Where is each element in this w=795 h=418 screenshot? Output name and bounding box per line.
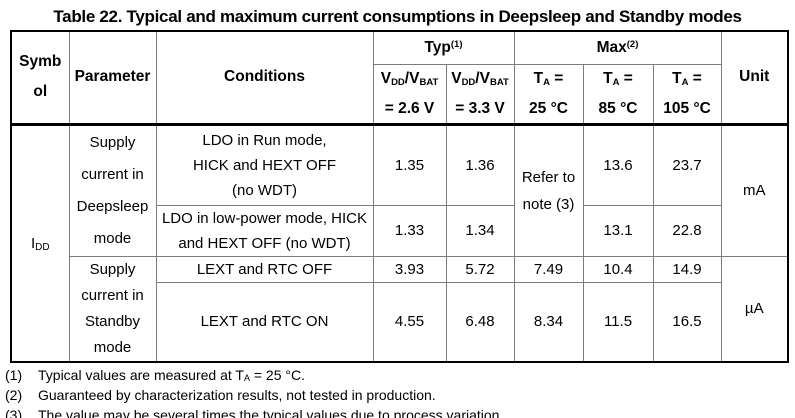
max-85c-deepsleep1-cell: 13.6: [582, 123, 654, 206]
header-ta-25c: TA = 25 °C: [513, 63, 584, 126]
ta-subscript: A: [681, 76, 689, 88]
typ-note-superscript: (1): [450, 38, 463, 50]
max-label: Max: [596, 38, 627, 56]
footnote-text: Guaranteed by characterization results, …: [38, 387, 436, 403]
temperature-value-label: 105 °C: [663, 99, 711, 117]
footnote: (3) The value may be several times the t…: [5, 405, 503, 418]
equals-sign: =: [688, 69, 702, 87]
conditions-lext-rtc-off-cell: LEXT and RTC OFF: [155, 255, 374, 283]
v-symbol: /V: [475, 69, 490, 87]
typ-3v3-deepsleep1-cell: 1.36: [445, 123, 515, 206]
body-row-standby-2: LEXT and RTC ON 4.55 6.48 8.34 11.5 16.5: [11, 281, 788, 363]
ta-subscript: A: [612, 76, 620, 88]
vbat-subscript: BAT: [419, 76, 439, 88]
table-title: Table 22. Typical and maximum current co…: [53, 7, 742, 26]
max-25c-standby1-cell: 7.49: [513, 255, 584, 283]
vdd-subscript: DD: [461, 76, 476, 88]
temperature-value-label: 85 °C: [598, 99, 638, 117]
equals-sign: =: [619, 69, 633, 87]
unit-ma-cell: mA: [720, 123, 789, 257]
t-symbol: T: [603, 69, 613, 87]
consumption-table: Symb ol Parameter Conditions Typ(1) Max(…: [10, 30, 789, 363]
conditions-lext-rtc-on-cell: LEXT and RTC ON: [155, 281, 374, 363]
footnote-number: (1): [5, 367, 23, 383]
header-ta-105c: TA = 105 °C: [652, 63, 722, 126]
symbol-idd-cell: IDD: [10, 123, 70, 362]
header-typ: Typ(1): [372, 30, 515, 65]
vbat-subscript: BAT: [489, 76, 509, 88]
typ-3v3-deepsleep2-cell: 1.34: [445, 204, 515, 257]
typ-label: Typ: [424, 38, 451, 56]
parameter-standby-cell: Supply current in Standby mode: [68, 255, 157, 362]
max-note-superscript: (2): [626, 38, 639, 50]
header-conditions: Conditions: [155, 30, 374, 126]
vdd-vbat-label: VDD/VBAT: [374, 65, 445, 95]
typ-3v3-standby2-cell: 6.48: [445, 281, 515, 363]
max-105c-deepsleep2-cell: 22.8: [652, 204, 722, 257]
t-symbol: T: [533, 69, 544, 87]
header-vdd-2v6: VDD/VBAT = 2.6 V: [372, 63, 447, 126]
footnotes: (1) Typical values are measured at TA = …: [5, 365, 503, 418]
parameter-deepsleep-cell: Supply current in Deepsleep mode: [68, 123, 157, 257]
ta-subscript: A: [243, 373, 250, 383]
header-parameter: Parameter: [68, 30, 157, 126]
max-25c-standby2-cell: 8.34: [513, 281, 584, 363]
footnote-number: (2): [5, 387, 23, 403]
idd-base: I: [30, 234, 36, 252]
v-symbol: V: [380, 69, 392, 87]
equals-sign: =: [549, 69, 564, 87]
typ-3v3-standby1-cell: 5.72: [445, 255, 515, 283]
body-row-deepsleep-1: IDD Supply current in Deepsleep mode LDO…: [10, 123, 789, 362]
max-85c-deepsleep2-cell: 13.1: [582, 204, 654, 257]
header-row-1: Symb ol Parameter Conditions Typ(1) Max(…: [10, 30, 789, 126]
voltage-value-label: = 2.6 V: [384, 99, 435, 117]
body-row-standby-1: Supply current in Standby mode LEXT and …: [11, 255, 789, 362]
v-symbol: V: [451, 69, 462, 87]
footnote: (1) Typical values are measured at TA = …: [5, 365, 503, 385]
vdd-vbat-label: VDD/VBAT: [447, 65, 513, 95]
max-105c-standby1-cell: 14.9: [652, 255, 722, 283]
header-max: Max(2): [513, 30, 722, 65]
ta-label: TA =: [515, 65, 582, 95]
typ-2v6-deepsleep1-cell: 1.35: [372, 123, 447, 206]
header-vdd-3v3: VDD/VBAT = 3.3 V: [445, 63, 515, 126]
footnote-text: Typical values are measured at TA = 25 °…: [38, 365, 305, 385]
temperature-value-label: 25 °C: [529, 99, 568, 117]
footnote-number: (3): [5, 407, 23, 418]
footnote-text-post: = 25 °C.: [249, 367, 305, 383]
typ-2v6-standby2-cell: 4.55: [372, 281, 447, 363]
conditions-ldo-run-cell: LDO in Run mode, HICK and HEXT OFF (no W…: [155, 123, 374, 206]
footnote-text-pre: Typical values are measured at T: [38, 367, 244, 383]
typ-2v6-standby1-cell: 3.93: [372, 255, 447, 283]
footnote: (2) Guaranteed by characterization resul…: [5, 385, 503, 405]
voltage-value-label: = 3.3 V: [455, 99, 505, 117]
unit-ua-cell: µA: [720, 255, 789, 362]
header-unit: Unit: [720, 30, 789, 126]
v-symbol: /V: [404, 69, 420, 87]
header-symbol: Symb ol: [10, 30, 70, 126]
t-symbol: T: [672, 69, 682, 87]
ta-subscript: A: [543, 76, 550, 88]
max-85c-standby1-cell: 10.4: [582, 255, 654, 283]
ta-label: TA =: [654, 65, 720, 95]
header-row-2: VDD/VBAT = 2.6 V VDD/VBAT = 3.3 V TA = 2…: [11, 63, 788, 126]
idd-subscript: DD: [35, 241, 50, 253]
conditions-ldo-lowpower-cell: LDO in low-power mode, HICK and HEXT OFF…: [155, 204, 374, 257]
max-85c-standby2-cell: 11.5: [582, 281, 654, 363]
typ-2v6-deepsleep2-cell: 1.33: [372, 204, 447, 257]
header-ta-85c: TA = 85 °C: [582, 63, 654, 126]
max-105c-standby2-cell: 16.5: [652, 281, 722, 363]
max-105c-deepsleep1-cell: 23.7: [652, 123, 722, 206]
vdd-subscript: DD: [391, 76, 405, 88]
ta-label: TA =: [584, 65, 652, 95]
max-25c-refer-note-cell: Refer to note (3): [513, 123, 584, 257]
footnote-text: The value may be several times the typic…: [38, 407, 504, 418]
